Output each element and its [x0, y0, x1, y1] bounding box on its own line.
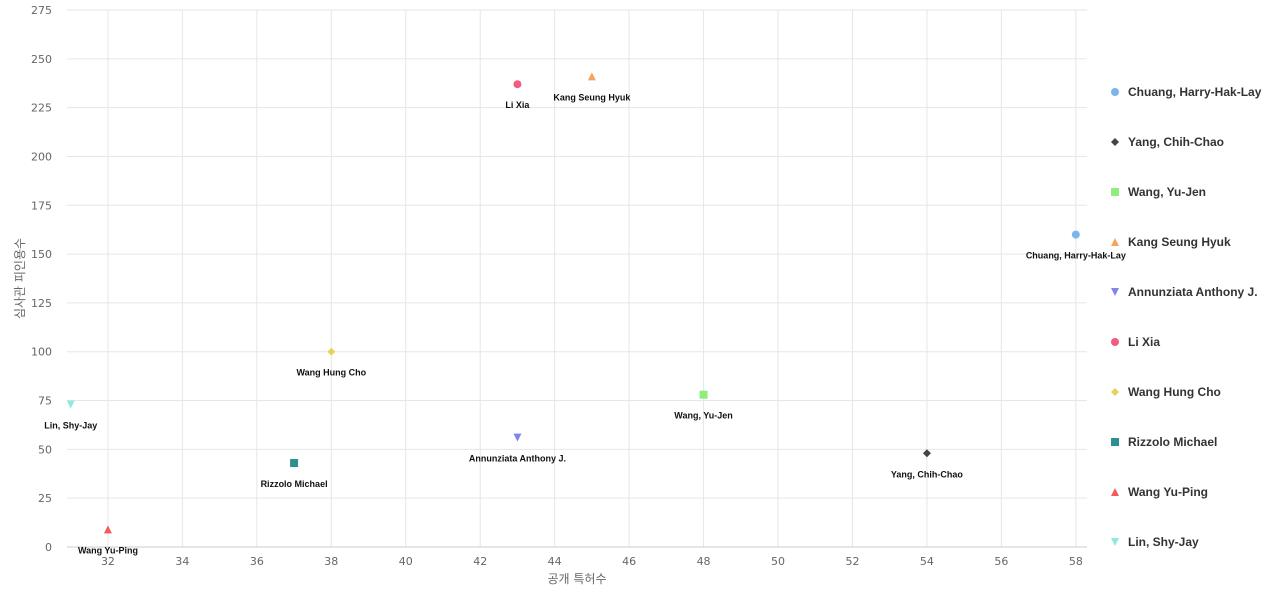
- data-label: Wang Hung Cho: [296, 368, 366, 378]
- legend-item[interactable]: Yang, Chih-Chao: [1111, 135, 1224, 149]
- legend-symbol[interactable]: [1111, 388, 1119, 396]
- x-tick-label: 54: [920, 555, 934, 568]
- x-tick-label: 42: [473, 555, 487, 568]
- data-point[interactable]: [1071, 230, 1080, 239]
- y-tick-label: 275: [31, 4, 52, 17]
- x-tick-label: 50: [771, 555, 785, 568]
- legend-label: Lin, Shy-Jay: [1128, 535, 1199, 549]
- legend-label: Li Xia: [1128, 335, 1160, 349]
- data-label: Yang, Chih-Chao: [891, 469, 964, 479]
- x-tick-label: 46: [622, 555, 636, 568]
- data-label: Lin, Shy-Jay: [44, 420, 97, 430]
- legend-symbol[interactable]: [1111, 88, 1119, 96]
- data-point[interactable]: [66, 400, 75, 409]
- legend-symbol[interactable]: [1111, 438, 1119, 446]
- axes: 0 25 50 75 100 125 150 175 200 225 250 275 32 34 36 38 4…: [31, 4, 1087, 568]
- data-point[interactable]: [290, 459, 299, 468]
- x-tick-label: 34: [175, 555, 189, 568]
- x-tick-label: 58: [1069, 555, 1083, 568]
- x-tick-label: 32: [101, 555, 115, 568]
- data-points: [66, 72, 1080, 534]
- legend-item[interactable]: Rizzolo Michael: [1111, 435, 1217, 449]
- data-point[interactable]: [587, 72, 596, 81]
- data-label: Annunziata Anthony J.: [469, 454, 566, 464]
- legend-item[interactable]: Annunziata Anthony J.: [1111, 285, 1258, 299]
- x-tick-label: 48: [697, 555, 711, 568]
- data-point[interactable]: [327, 347, 336, 356]
- data-label: Rizzolo Michael: [261, 479, 328, 489]
- x-tick-label: 38: [324, 555, 338, 568]
- y-tick-label: 150: [31, 248, 52, 261]
- legend-symbol[interactable]: [1111, 538, 1119, 546]
- legend-item[interactable]: Kang Seung Hyuk: [1111, 235, 1231, 249]
- y-tick-label: 225: [31, 102, 52, 115]
- x-tick-label: 40: [399, 555, 413, 568]
- data-label: Wang Yu-Ping: [78, 545, 138, 555]
- y-tick-label: 100: [31, 346, 52, 359]
- legend-item[interactable]: Li Xia: [1111, 335, 1160, 349]
- x-tick-label: 56: [994, 555, 1008, 568]
- legend-symbol[interactable]: [1111, 138, 1119, 146]
- x-tick-label: 52: [845, 555, 859, 568]
- data-label: Kang Seung Hyuk: [553, 92, 631, 102]
- y-axis-title: 심사관 피인용수: [13, 238, 27, 319]
- legend-symbol[interactable]: [1111, 188, 1119, 196]
- data-label: Chuang, Harry-Hak-Lay: [1026, 251, 1126, 261]
- legend-label: Kang Seung Hyuk: [1128, 235, 1231, 249]
- legend-item[interactable]: Chuang, Harry-Hak-Lay: [1111, 85, 1262, 99]
- legend-label: Yang, Chih-Chao: [1128, 135, 1224, 149]
- data-point[interactable]: [922, 449, 931, 458]
- y-tick-label: 0: [45, 541, 52, 554]
- y-tick-label: 125: [31, 297, 52, 310]
- legend-symbol[interactable]: [1111, 238, 1119, 246]
- legend-item[interactable]: Wang Yu-Ping: [1111, 485, 1208, 499]
- legend-item[interactable]: Lin, Shy-Jay: [1111, 535, 1199, 549]
- y-tick-label: 75: [38, 395, 52, 408]
- data-point[interactable]: [513, 433, 522, 442]
- legend-symbol[interactable]: [1111, 488, 1119, 496]
- legend: Chuang, Harry-Hak-Lay Yang, Chih-Chao Wang…: [1111, 85, 1262, 549]
- data-label: Wang, Yu-Jen: [674, 411, 733, 421]
- data-point[interactable]: [699, 390, 708, 399]
- y-tick-label: 250: [31, 53, 52, 66]
- y-tick-label: 25: [38, 492, 52, 505]
- legend-label: Wang Hung Cho: [1128, 385, 1221, 399]
- grid: [67, 9, 1087, 548]
- data-point[interactable]: [513, 80, 522, 89]
- data-labels: Chuang, Harry-Hak-Lay Yang, Chih-Chao Wang…: [44, 92, 1126, 555]
- y-tick-label: 175: [31, 199, 52, 212]
- y-tick-label: 50: [38, 443, 52, 456]
- x-tick-label: 36: [250, 555, 264, 568]
- data-label: Li Xia: [505, 100, 530, 110]
- legend-label: Rizzolo Michael: [1128, 435, 1217, 449]
- legend-symbol[interactable]: [1111, 338, 1119, 346]
- x-tick-label: 44: [548, 555, 562, 568]
- y-tick-label: 200: [31, 150, 52, 163]
- legend-label: Chuang, Harry-Hak-Lay: [1128, 85, 1262, 99]
- legend-label: Wang, Yu-Jen: [1128, 185, 1206, 199]
- data-point[interactable]: [103, 525, 112, 534]
- legend-label: Wang Yu-Ping: [1128, 485, 1208, 499]
- legend-symbol[interactable]: [1111, 288, 1119, 296]
- legend-label: Annunziata Anthony J.: [1128, 285, 1258, 299]
- legend-item[interactable]: Wang Hung Cho: [1111, 385, 1221, 399]
- x-axis-title: 공개 특허수: [547, 572, 606, 586]
- legend-item[interactable]: Wang, Yu-Jen: [1111, 185, 1206, 199]
